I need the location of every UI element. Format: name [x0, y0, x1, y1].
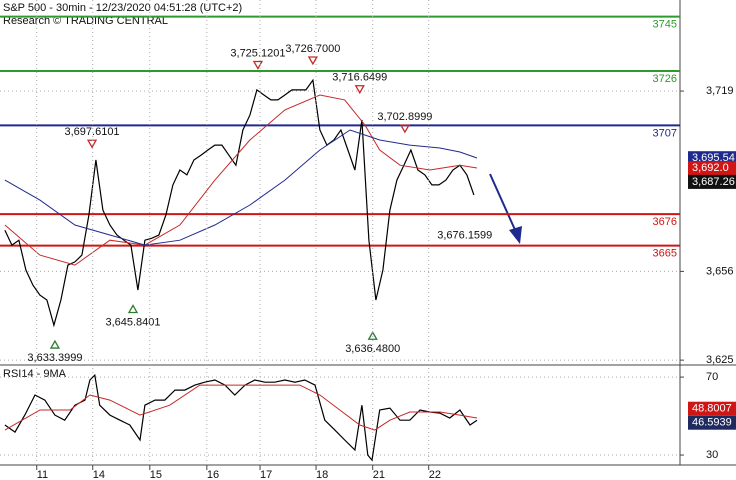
annotation-label: 3,676.1599 [437, 230, 492, 242]
forecast-arrow [489, 173, 522, 244]
chart-subtitle: Research © TRADING CENTRAL [3, 15, 168, 27]
annotation-label: 3,633.3999 [27, 352, 82, 364]
price-tag [688, 161, 736, 176]
series-line [4, 129, 478, 246]
x-tick-label: 22 [429, 469, 441, 480]
high-marker [399, 124, 411, 134]
level-label: 3676 [653, 216, 677, 228]
price-tag [688, 415, 736, 430]
annotation-label: 3,702.8999 [377, 111, 432, 123]
high-marker [307, 56, 318, 66]
high-marker [86, 139, 98, 149]
series-line [4, 384, 478, 431]
y-tick-label: 70 [706, 371, 718, 383]
price-tag-label: 3,687.26 [692, 176, 735, 188]
level-label: 3726 [653, 73, 677, 85]
price-tag-label: 46.5939 [692, 417, 732, 429]
price-tag [688, 174, 736, 189]
annotation-label: 3,645.8401 [105, 316, 160, 328]
x-tick-label: 14 [93, 469, 105, 480]
high-marker [354, 85, 365, 95]
low-marker [127, 304, 139, 314]
annotation-label: 3,697.6101 [65, 126, 120, 138]
x-tick-label: 16 [207, 469, 219, 480]
price-tag-label: 48.8007 [692, 403, 732, 415]
level-label: 3665 [653, 248, 677, 260]
chart-title: S&P 500 - 30min - 12/23/2020 04:51:28 (U… [3, 2, 242, 14]
annotation-label: 3,716.6499 [332, 72, 387, 84]
low-marker [367, 330, 378, 340]
y-tick-label: 3,625 [706, 354, 734, 366]
series-line [4, 373, 478, 462]
annotation-label: 3,725.1201 [230, 47, 285, 59]
x-tick-label: 17 [260, 469, 272, 480]
level-label: 3745 [653, 19, 677, 31]
price-tag [688, 401, 736, 416]
series-line [4, 78, 475, 328]
y-tick-label: 3,719 [706, 85, 734, 97]
x-tick-label: 15 [150, 469, 162, 480]
series-line [4, 94, 478, 266]
low-marker [49, 339, 61, 349]
price-tag-label: 3,692.0 [692, 162, 729, 174]
price-tag-label: 3,695.54 [692, 152, 735, 164]
y-tick-label: 30 [706, 449, 718, 461]
x-tick-label: 11 [37, 469, 48, 480]
annotation-label: 3,726.7000 [285, 43, 340, 55]
level-label: 3707 [653, 127, 677, 139]
high-marker [252, 60, 264, 70]
annotation-label: 3,636.4800 [345, 343, 400, 355]
x-tick-label: 18 [316, 469, 328, 480]
panel-title: RSI14 - 9MA [3, 368, 67, 380]
x-tick-label: 21 [373, 469, 385, 480]
y-tick-label: 3,656 [706, 265, 734, 277]
